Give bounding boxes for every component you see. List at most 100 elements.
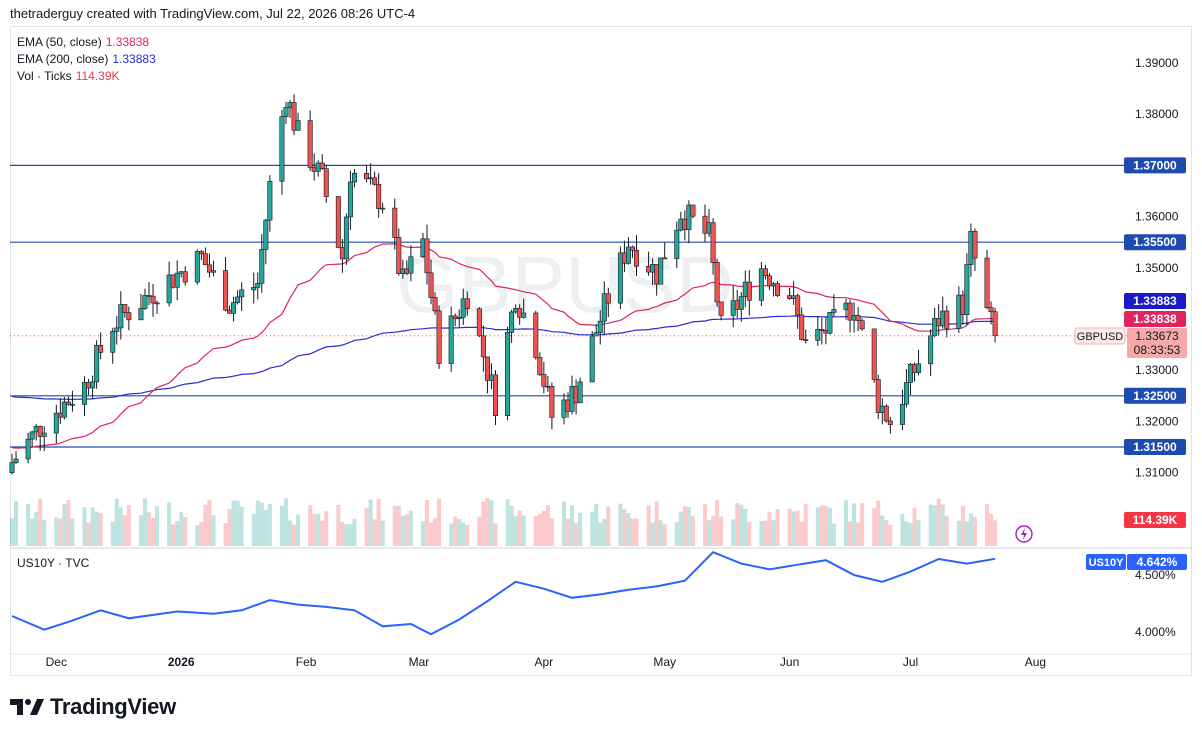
- candle-body: [380, 207, 386, 210]
- candle: [291, 94, 297, 136]
- candle-body: [533, 312, 539, 358]
- candle: [815, 315, 821, 346]
- volume-bar: [465, 524, 470, 546]
- volume-bar: [433, 518, 438, 546]
- volume-bar: [598, 522, 603, 546]
- candle: [251, 272, 257, 304]
- volume-bar: [118, 507, 123, 546]
- volume-bar: [292, 524, 297, 546]
- candle: [319, 154, 325, 170]
- countdown-value: 08:33:53: [1134, 343, 1181, 357]
- legend-volume-value: 114.39K: [75, 69, 120, 83]
- legend-us10y[interactable]: US10Y · TVC: [17, 556, 89, 570]
- candle-body: [279, 116, 285, 182]
- volume-bar: [606, 506, 611, 546]
- candle-body: [795, 295, 801, 316]
- us10y-tag-text: US10Y: [1089, 557, 1125, 569]
- volume-bar: [142, 498, 147, 546]
- candle-body: [589, 335, 595, 383]
- time-axis-tick: Mar: [409, 655, 430, 669]
- level-price-tag-bg: [1124, 387, 1186, 404]
- volume-bar: [908, 523, 913, 546]
- volume-bar: [993, 520, 998, 546]
- candle: [521, 298, 527, 319]
- candle: [364, 165, 370, 183]
- candle: [376, 173, 382, 218]
- candle: [803, 329, 809, 344]
- price-axis-tick: 1.35000: [1135, 261, 1179, 275]
- candle-body: [142, 295, 148, 309]
- candle: [182, 266, 188, 286]
- candle-body: [484, 356, 490, 381]
- candle-body: [601, 293, 607, 322]
- volume-bar: [10, 518, 14, 546]
- level-price-tag-bg: [1124, 234, 1186, 251]
- tradingview-wordmark: TradingView: [50, 694, 176, 719]
- candle-body: [251, 287, 257, 291]
- candle-body: [424, 238, 430, 274]
- volume-bar: [719, 516, 724, 546]
- legend-ema200[interactable]: EMA (200, close) 1.33883: [17, 52, 156, 66]
- candles: [9, 94, 998, 475]
- volume-bar: [888, 524, 893, 546]
- candle-body: [154, 302, 160, 305]
- level-price-tag-text: 1.35500: [1133, 235, 1177, 249]
- volume-bar: [324, 511, 329, 546]
- legend-ema50[interactable]: EMA (50, close) 1.33838: [17, 35, 149, 49]
- volume-bar: [848, 521, 853, 546]
- candle: [617, 246, 623, 310]
- volume-bar: [561, 501, 566, 546]
- candle-body: [827, 312, 833, 334]
- candle-body: [775, 283, 781, 296]
- volume-bar: [223, 523, 228, 546]
- volume-bar: [715, 500, 720, 546]
- candle-body: [629, 246, 635, 251]
- candle-body: [718, 301, 724, 316]
- volume-bar: [235, 500, 240, 546]
- candle-body: [907, 363, 913, 383]
- symbol-tag-text: GBPUSD: [1077, 331, 1124, 343]
- candle-body: [492, 374, 498, 416]
- volume-bar: [856, 522, 861, 546]
- tradingview-logo[interactable]: TradingView: [10, 694, 176, 720]
- candle: [875, 374, 881, 420]
- candle: [142, 288, 148, 310]
- volume-bar: [759, 520, 764, 546]
- volume-bar: [646, 505, 651, 546]
- ema200-price-tag-bg: [1124, 293, 1186, 309]
- candle-body: [847, 302, 853, 321]
- candle: [335, 196, 341, 249]
- candle: [347, 170, 353, 231]
- candle: [239, 282, 245, 311]
- volume-bar: [731, 519, 736, 546]
- candle-body: [883, 405, 889, 422]
- candle: [795, 293, 801, 329]
- candle: [988, 301, 994, 325]
- volume-bar: [509, 505, 514, 546]
- candle-body: [992, 311, 998, 337]
- volume-bar: [505, 499, 510, 546]
- volume-bar: [171, 524, 176, 546]
- candle: [686, 200, 692, 244]
- candle-body: [916, 363, 922, 373]
- volume-bar: [175, 521, 180, 546]
- candle-body: [509, 311, 515, 333]
- volume-bar: [424, 500, 429, 546]
- last-price-tag-bg: [1127, 328, 1187, 358]
- volume-bar: [453, 516, 458, 546]
- candle-body: [577, 381, 583, 404]
- price-axis-tick: 1.33000: [1135, 363, 1179, 377]
- candle: [13, 451, 19, 464]
- candle: [323, 164, 329, 203]
- volume-bar: [155, 506, 160, 546]
- volume-bar: [251, 513, 256, 546]
- candle: [758, 261, 764, 307]
- candle: [484, 356, 490, 394]
- candle: [855, 307, 861, 332]
- candle-body: [94, 344, 100, 383]
- legend-volume[interactable]: Vol · Ticks 114.39K: [17, 69, 120, 83]
- candle-body: [206, 264, 212, 273]
- volume-bar: [14, 501, 19, 546]
- candle: [601, 281, 607, 336]
